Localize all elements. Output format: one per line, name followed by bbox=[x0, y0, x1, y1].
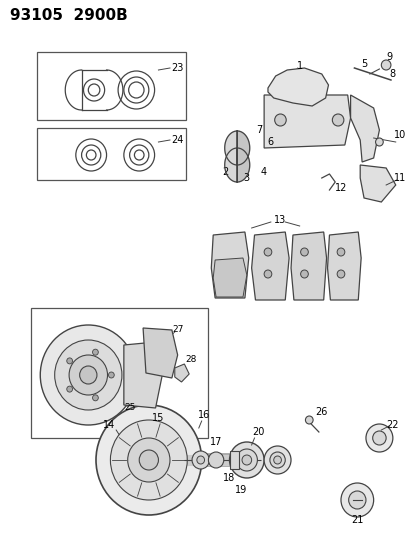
Circle shape bbox=[197, 456, 204, 464]
Circle shape bbox=[336, 248, 344, 256]
Polygon shape bbox=[237, 131, 249, 165]
Polygon shape bbox=[213, 258, 246, 297]
Circle shape bbox=[336, 270, 344, 278]
Circle shape bbox=[108, 372, 114, 378]
Text: 20: 20 bbox=[252, 427, 264, 437]
Text: 5: 5 bbox=[360, 59, 366, 69]
Circle shape bbox=[263, 248, 271, 256]
Text: 8: 8 bbox=[389, 69, 395, 79]
Text: 12: 12 bbox=[334, 183, 347, 193]
Circle shape bbox=[236, 449, 257, 471]
Text: 19: 19 bbox=[234, 485, 247, 495]
Circle shape bbox=[93, 395, 98, 401]
Circle shape bbox=[380, 60, 390, 70]
Polygon shape bbox=[350, 95, 378, 162]
Circle shape bbox=[242, 455, 251, 465]
Text: 10: 10 bbox=[394, 130, 406, 140]
Circle shape bbox=[300, 270, 308, 278]
Bar bbox=[37, 128, 186, 180]
Text: 28: 28 bbox=[185, 356, 196, 365]
Text: 93105  2900B: 93105 2900B bbox=[10, 7, 128, 22]
Text: 22: 22 bbox=[386, 420, 398, 430]
Text: 18: 18 bbox=[223, 473, 235, 483]
Circle shape bbox=[332, 114, 343, 126]
Text: 26: 26 bbox=[315, 407, 327, 417]
Circle shape bbox=[127, 438, 170, 482]
Circle shape bbox=[93, 349, 98, 355]
Circle shape bbox=[69, 355, 107, 395]
Text: 17: 17 bbox=[209, 437, 222, 447]
Text: 2: 2 bbox=[222, 167, 228, 177]
Text: 21: 21 bbox=[350, 515, 363, 525]
Text: 4: 4 bbox=[261, 167, 266, 177]
Bar bbox=[229, 451, 239, 469]
Polygon shape bbox=[224, 148, 237, 182]
Circle shape bbox=[96, 405, 201, 515]
Text: 27: 27 bbox=[171, 326, 183, 335]
Text: 6: 6 bbox=[267, 137, 273, 147]
Polygon shape bbox=[143, 328, 177, 378]
Circle shape bbox=[110, 420, 187, 500]
Polygon shape bbox=[211, 232, 248, 298]
Circle shape bbox=[273, 456, 281, 464]
Circle shape bbox=[79, 366, 97, 384]
Circle shape bbox=[263, 270, 271, 278]
Circle shape bbox=[305, 416, 312, 424]
Circle shape bbox=[274, 114, 285, 126]
Circle shape bbox=[192, 451, 209, 469]
Text: 14: 14 bbox=[103, 420, 115, 430]
Circle shape bbox=[375, 138, 382, 146]
Circle shape bbox=[229, 442, 263, 478]
Polygon shape bbox=[263, 95, 350, 148]
Text: 24: 24 bbox=[171, 135, 183, 145]
Text: 15: 15 bbox=[152, 413, 164, 423]
Bar bbox=[37, 52, 186, 120]
Circle shape bbox=[55, 340, 122, 410]
Polygon shape bbox=[327, 232, 360, 300]
Bar bbox=[31, 308, 208, 438]
Polygon shape bbox=[251, 232, 288, 300]
Text: 25: 25 bbox=[123, 403, 135, 413]
Circle shape bbox=[300, 248, 308, 256]
Circle shape bbox=[66, 386, 72, 392]
Polygon shape bbox=[290, 232, 326, 300]
Circle shape bbox=[139, 450, 158, 470]
Text: 7: 7 bbox=[256, 125, 262, 135]
Circle shape bbox=[372, 431, 385, 445]
Circle shape bbox=[348, 491, 365, 509]
Polygon shape bbox=[174, 364, 189, 382]
Text: 9: 9 bbox=[385, 52, 391, 62]
Circle shape bbox=[66, 358, 72, 364]
Circle shape bbox=[263, 446, 290, 474]
Circle shape bbox=[365, 424, 392, 452]
Polygon shape bbox=[237, 148, 249, 182]
Circle shape bbox=[340, 483, 373, 517]
Text: 11: 11 bbox=[394, 173, 406, 183]
Polygon shape bbox=[267, 68, 328, 106]
Circle shape bbox=[208, 452, 223, 468]
Polygon shape bbox=[123, 342, 162, 408]
Text: 3: 3 bbox=[243, 173, 249, 183]
Text: 1: 1 bbox=[296, 61, 302, 71]
Polygon shape bbox=[224, 131, 237, 165]
Text: 13: 13 bbox=[274, 215, 286, 225]
Text: 16: 16 bbox=[198, 410, 210, 420]
Circle shape bbox=[40, 325, 136, 425]
Polygon shape bbox=[359, 165, 395, 202]
Text: 23: 23 bbox=[171, 63, 183, 73]
Circle shape bbox=[269, 452, 285, 468]
